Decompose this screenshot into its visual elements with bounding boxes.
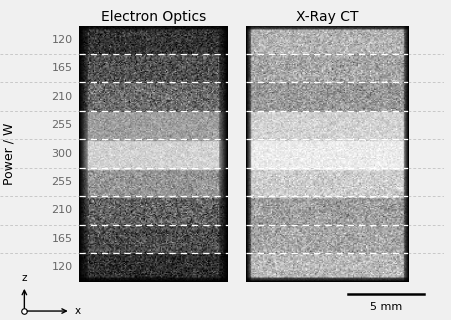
Text: 5 mm: 5 mm [370,302,402,312]
Text: 165: 165 [51,63,73,73]
Text: 120: 120 [51,262,73,272]
Text: Power / W: Power / W [3,123,16,185]
Text: 120: 120 [51,35,73,45]
Text: 210: 210 [51,92,73,102]
Text: z: z [22,273,27,283]
Title: X-Ray CT: X-Ray CT [296,11,358,24]
Title: Electron Optics: Electron Optics [101,11,206,24]
Text: 300: 300 [51,148,73,159]
Text: 165: 165 [51,234,73,244]
Text: 255: 255 [51,177,73,187]
Text: 210: 210 [51,205,73,215]
Text: 255: 255 [51,120,73,130]
Text: x: x [74,306,81,316]
